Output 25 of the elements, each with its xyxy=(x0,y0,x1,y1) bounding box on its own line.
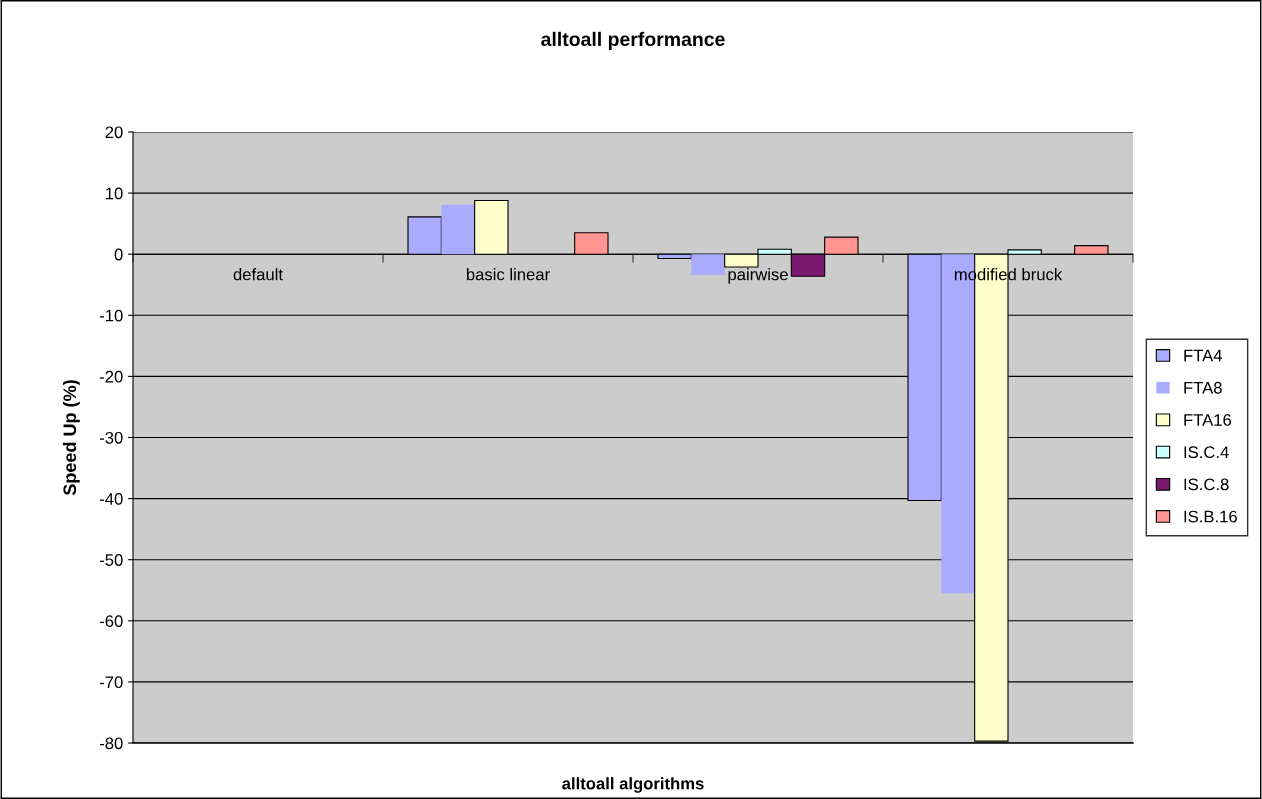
chart-title: alltoall performance xyxy=(541,31,725,50)
y-tick-label: -80 xyxy=(99,737,123,750)
x-tick-label: default xyxy=(233,268,283,281)
bar xyxy=(441,204,475,255)
legend-label: IS.B.16 xyxy=(1184,510,1237,523)
legend-label: IS.C.4 xyxy=(1184,446,1229,459)
bar xyxy=(691,254,725,275)
legend-label: FTA4 xyxy=(1184,349,1223,362)
x-tick-label: basic linear xyxy=(466,268,550,281)
y-axis-title: Speed Up (%) xyxy=(62,380,80,496)
y-tick-label: -10 xyxy=(99,309,123,322)
y-tick-label: -70 xyxy=(99,676,123,689)
legend-label: IS.C.8 xyxy=(1184,478,1229,491)
y-tick-label: -20 xyxy=(99,370,123,383)
y-tick-label: -60 xyxy=(99,615,123,627)
y-tick-label: 0 xyxy=(114,248,123,261)
y-tick-label: 20 xyxy=(105,126,123,139)
x-tick-label: pairwise xyxy=(728,268,788,284)
legend-label: FTA16 xyxy=(1184,414,1232,426)
y-tick-label: -40 xyxy=(99,493,123,505)
y-tick-label: -50 xyxy=(99,554,123,566)
x-axis-title: alltoall algorithms xyxy=(562,777,704,793)
y-tick-label: -30 xyxy=(99,431,123,444)
legend-label: FTA8 xyxy=(1184,381,1222,394)
y-tick-label: 10 xyxy=(106,187,123,200)
